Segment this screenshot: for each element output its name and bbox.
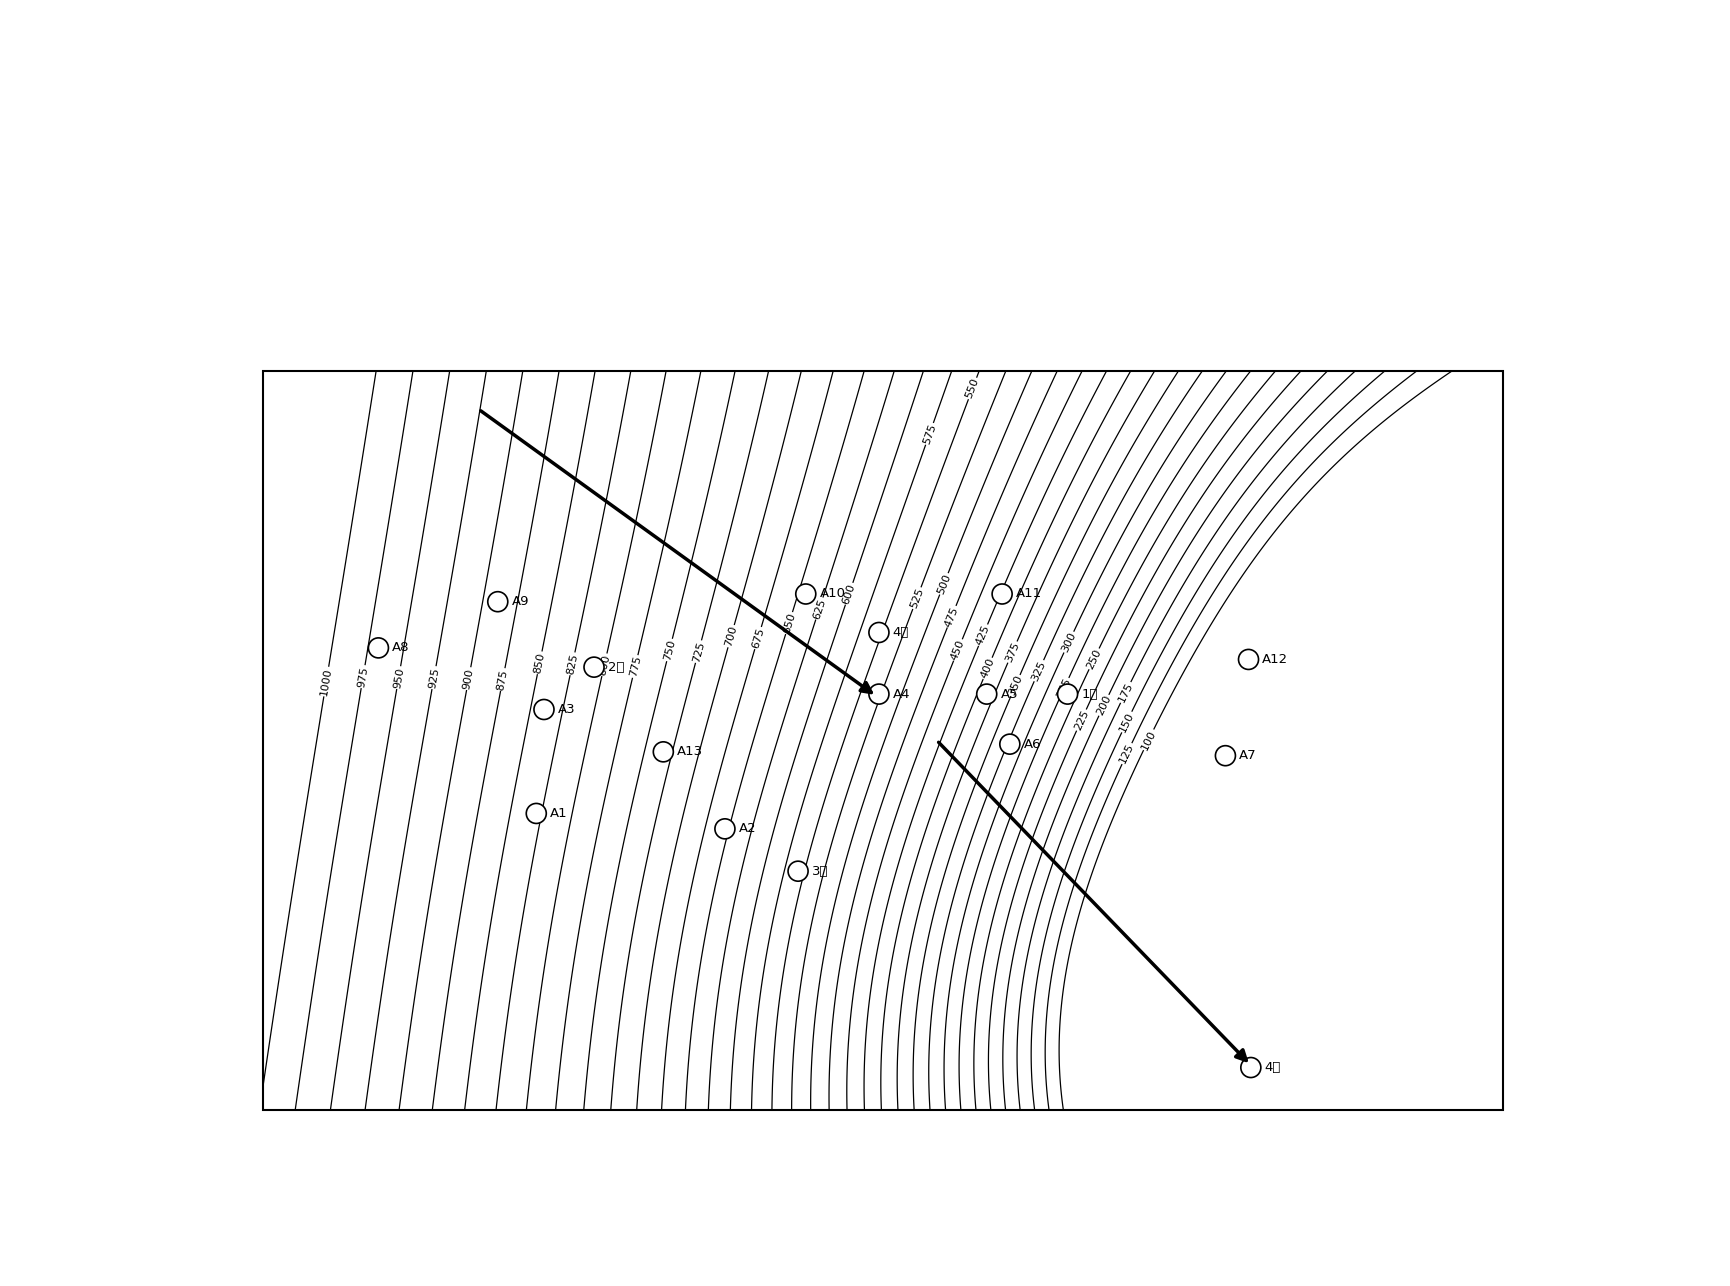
- Text: 450: 450: [950, 638, 967, 662]
- Text: 3井: 3井: [811, 864, 829, 877]
- Text: 100: 100: [1140, 728, 1157, 751]
- Circle shape: [1000, 734, 1021, 754]
- Text: 950: 950: [393, 666, 405, 689]
- Text: 325: 325: [1029, 658, 1048, 683]
- Text: 850: 850: [533, 652, 547, 674]
- Text: A8: A8: [393, 642, 410, 655]
- Text: A7: A7: [1239, 750, 1258, 763]
- Text: 700: 700: [723, 625, 739, 648]
- Circle shape: [789, 862, 808, 881]
- Text: 550: 550: [964, 377, 981, 400]
- Text: 600: 600: [841, 583, 858, 606]
- Text: 775: 775: [628, 655, 642, 678]
- Circle shape: [1057, 684, 1078, 705]
- Text: 575: 575: [922, 422, 938, 445]
- Text: 750: 750: [663, 639, 676, 661]
- Circle shape: [991, 584, 1012, 604]
- Text: 300: 300: [1060, 630, 1078, 653]
- Text: 825: 825: [566, 652, 580, 675]
- Text: 525: 525: [908, 586, 926, 610]
- Text: 375: 375: [1003, 640, 1021, 664]
- Text: 925: 925: [427, 666, 441, 689]
- Text: 475: 475: [943, 604, 960, 629]
- Text: 2井: 2井: [607, 661, 625, 674]
- Text: 625: 625: [811, 597, 827, 620]
- Circle shape: [796, 584, 817, 604]
- Text: 175: 175: [1116, 680, 1135, 705]
- Circle shape: [1240, 1057, 1261, 1078]
- Circle shape: [535, 700, 554, 719]
- Circle shape: [1216, 746, 1235, 765]
- Circle shape: [868, 622, 889, 643]
- Text: A12: A12: [1263, 653, 1289, 666]
- Circle shape: [654, 742, 673, 761]
- Text: A1: A1: [550, 806, 567, 820]
- Text: 675: 675: [751, 626, 766, 649]
- Text: A5: A5: [1000, 688, 1019, 701]
- Text: 350: 350: [1007, 674, 1024, 697]
- Text: 800: 800: [597, 653, 612, 676]
- Text: A3: A3: [557, 703, 576, 716]
- Circle shape: [585, 657, 604, 678]
- Text: 250: 250: [1085, 647, 1104, 670]
- Text: 150: 150: [1118, 710, 1137, 733]
- Text: A10: A10: [820, 588, 846, 601]
- Circle shape: [488, 592, 509, 612]
- Circle shape: [714, 819, 735, 838]
- Text: 500: 500: [936, 572, 953, 595]
- Text: 400: 400: [979, 657, 996, 680]
- Text: 875: 875: [497, 669, 510, 691]
- Text: 200: 200: [1095, 693, 1112, 716]
- Text: 1000: 1000: [318, 667, 334, 696]
- Text: 1井: 1井: [1081, 688, 1099, 701]
- Text: 125: 125: [1118, 742, 1137, 765]
- Text: A6: A6: [1024, 738, 1041, 751]
- Text: A2: A2: [739, 822, 756, 836]
- Text: 275: 275: [1055, 676, 1073, 700]
- Text: 725: 725: [690, 640, 706, 664]
- Circle shape: [526, 804, 547, 823]
- Circle shape: [977, 684, 996, 705]
- Text: A4: A4: [893, 688, 910, 701]
- Text: 225: 225: [1073, 709, 1090, 732]
- Text: 4井: 4井: [1265, 1061, 1282, 1074]
- Circle shape: [868, 684, 889, 705]
- Text: 650: 650: [782, 612, 798, 634]
- Circle shape: [368, 638, 389, 658]
- Text: 4井: 4井: [893, 626, 910, 639]
- Text: 975: 975: [356, 665, 370, 688]
- Text: A13: A13: [676, 746, 704, 759]
- Text: A11: A11: [1016, 588, 1041, 601]
- Circle shape: [1239, 649, 1258, 670]
- Text: 425: 425: [974, 624, 991, 647]
- Text: 900: 900: [462, 667, 476, 689]
- Text: A9: A9: [512, 595, 529, 608]
